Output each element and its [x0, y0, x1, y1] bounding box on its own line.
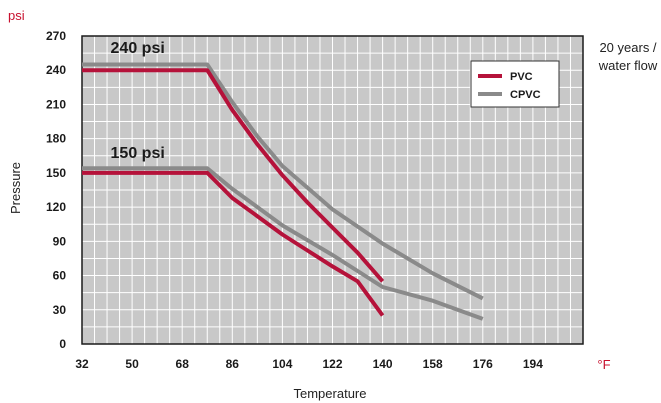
y-tick-label: 210	[46, 97, 66, 111]
x-tick-label: 86	[226, 357, 240, 371]
plot-frame	[81, 35, 584, 345]
y-tick-label: 60	[53, 269, 67, 283]
legend: PVC CPVC	[470, 60, 560, 108]
x-tick-label: 104	[272, 357, 292, 371]
y-tick-label: 240	[46, 63, 66, 77]
x-tick-label: 176	[473, 357, 493, 371]
x-tick-label: 32	[75, 357, 89, 371]
legend-box	[470, 60, 560, 108]
x-unit-label: °F	[597, 357, 610, 372]
x-tick-label: 194	[523, 357, 543, 371]
condition-note-line-1: 20 years /	[599, 40, 656, 55]
x-tick-label: 140	[373, 357, 393, 371]
series-line-cpvc-3	[82, 166, 484, 321]
y-tick-label: 180	[46, 132, 66, 146]
x-tick-label: 68	[176, 357, 190, 371]
y-axis-title: Pressure	[8, 162, 23, 214]
annotation-label-1: 150 psi	[111, 145, 165, 162]
y-tick-label: 270	[46, 29, 66, 43]
x-tick-label: 122	[322, 357, 342, 371]
y-tick-label: 0	[59, 337, 66, 351]
legend-label-cpvc: CPVC	[510, 89, 541, 101]
annotation-label-0: 240 psi	[111, 40, 165, 57]
y-unit-label: psi	[8, 8, 25, 23]
condition-note-line-2: water flow	[598, 58, 658, 73]
series-line-pvc-1	[82, 170, 385, 317]
x-tick-label: 158	[423, 357, 443, 371]
legend-label-pvc: PVC	[510, 71, 533, 83]
y-tick-label: 150	[46, 166, 66, 180]
y-tick-label: 90	[53, 234, 67, 248]
series-line-cpvc-2	[82, 62, 484, 301]
y-tick-label: 120	[46, 200, 66, 214]
series-line-pvc-0	[82, 68, 385, 283]
x-tick-label: 50	[125, 357, 139, 371]
x-axis-title: Temperature	[294, 386, 367, 401]
y-tick-label: 30	[53, 303, 67, 317]
